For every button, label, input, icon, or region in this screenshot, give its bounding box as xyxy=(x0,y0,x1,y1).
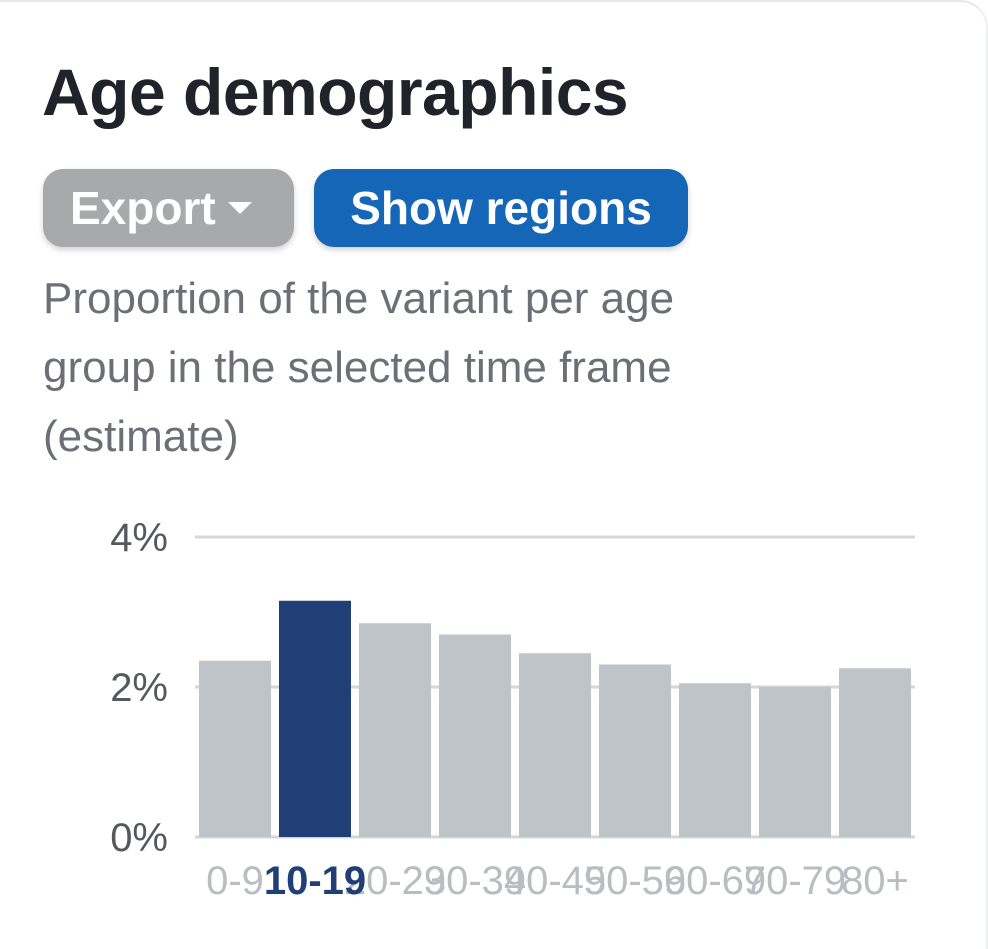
bar-10-19[interactable] xyxy=(279,600,351,837)
bar-50-59[interactable] xyxy=(599,664,671,838)
y-tick-label: 2% xyxy=(110,666,168,710)
bar-70-79[interactable] xyxy=(759,687,831,837)
age-bar-chart: 0% 2% 4% 0-9 20-2930-3940-4950-5960-6970-79… xyxy=(110,516,915,903)
export-button[interactable]: Export xyxy=(43,169,294,247)
x-tick-label: 30-39 xyxy=(424,859,526,903)
show-regions-button[interactable]: Show regions xyxy=(314,169,688,247)
x-tick-label: 20-29 xyxy=(344,859,446,903)
x-tick-label: 70-79 xyxy=(744,859,846,903)
export-button-label: Export xyxy=(70,182,216,234)
x-tick-label: 80+ xyxy=(841,859,909,903)
bars xyxy=(199,600,911,838)
page-title: Age demographics xyxy=(42,55,629,129)
bar-0-9[interactable] xyxy=(199,660,271,837)
bar-60-69[interactable] xyxy=(679,683,751,837)
x-tick-label: 60-69 xyxy=(664,859,766,903)
chart-description: Proportion of the variant per age group … xyxy=(43,274,675,461)
y-tick-label: 0% xyxy=(110,816,168,860)
x-tick-label: 40-49 xyxy=(504,859,606,903)
x-tick-label: 0-9 xyxy=(206,859,264,903)
x-tick-label: 50-59 xyxy=(584,859,686,903)
x-tick-label: 10-19 xyxy=(264,859,366,903)
bar-20-29[interactable] xyxy=(359,623,431,837)
caret-down-icon xyxy=(227,201,252,214)
bar-30-39[interactable] xyxy=(439,634,511,838)
bar-80+[interactable] xyxy=(839,668,911,837)
bar-40-49[interactable] xyxy=(519,653,591,837)
y-tick-label: 4% xyxy=(110,516,168,560)
y-axis-labels: 0% 2% 4% xyxy=(110,516,168,860)
